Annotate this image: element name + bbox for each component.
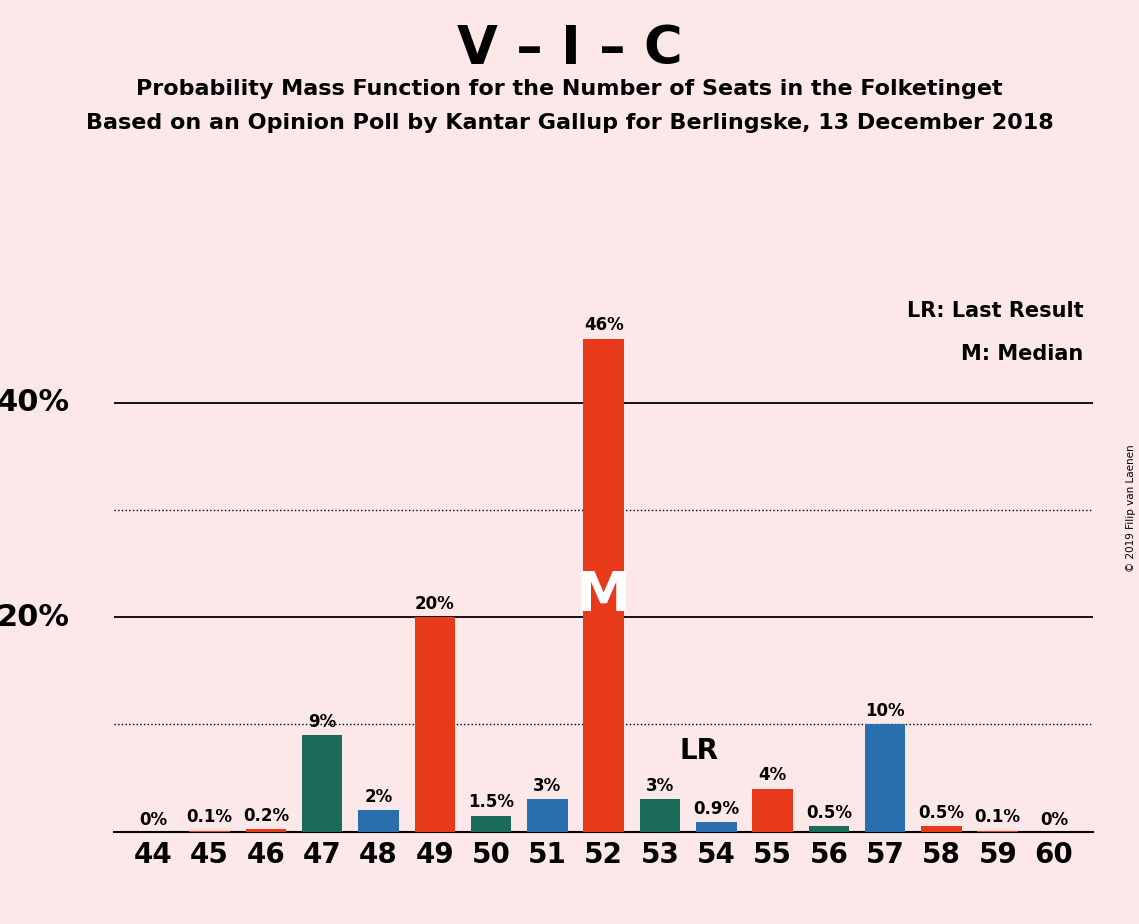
Text: 0.9%: 0.9% [694,799,739,818]
Text: Probability Mass Function for the Number of Seats in the Folketinget: Probability Mass Function for the Number… [137,79,1002,99]
Bar [189,831,230,832]
Text: 0.1%: 0.1% [187,808,232,826]
Text: 0%: 0% [1040,811,1068,830]
Bar [246,830,286,832]
Text: 0%: 0% [139,811,167,830]
Bar [752,789,793,832]
Text: 20%: 20% [0,602,69,632]
Bar [921,826,961,832]
Bar [359,810,399,832]
Bar [302,736,343,832]
Bar [865,724,906,832]
Text: 1.5%: 1.5% [468,793,514,811]
Text: 20%: 20% [415,595,454,613]
Bar [696,822,737,832]
Text: 4%: 4% [759,766,787,784]
Text: 0.2%: 0.2% [243,808,289,825]
Text: 0.5%: 0.5% [806,804,852,822]
Text: 3%: 3% [533,777,562,796]
Text: 9%: 9% [308,712,336,731]
Text: LR: Last Result: LR: Last Result [907,301,1083,321]
Text: Based on an Opinion Poll by Kantar Gallup for Berlingske, 13 December 2018: Based on an Opinion Poll by Kantar Gallu… [85,113,1054,133]
Bar [977,831,1018,832]
Text: 46%: 46% [584,316,623,334]
Text: V – I – C: V – I – C [457,23,682,75]
Bar [470,816,511,832]
Text: LR: LR [680,737,719,765]
Text: 40%: 40% [0,388,69,418]
Text: M: M [576,569,631,623]
Text: 3%: 3% [646,777,674,796]
Bar [527,799,567,832]
Bar [583,338,624,832]
Bar [640,799,680,832]
Text: 0.1%: 0.1% [975,808,1021,826]
Text: 2%: 2% [364,788,393,806]
Text: © 2019 Filip van Laenen: © 2019 Filip van Laenen [1126,444,1136,572]
Bar [415,617,456,832]
Bar [809,826,849,832]
Text: 0.5%: 0.5% [918,804,965,822]
Text: M: Median: M: Median [961,344,1083,364]
Text: 10%: 10% [866,702,906,720]
